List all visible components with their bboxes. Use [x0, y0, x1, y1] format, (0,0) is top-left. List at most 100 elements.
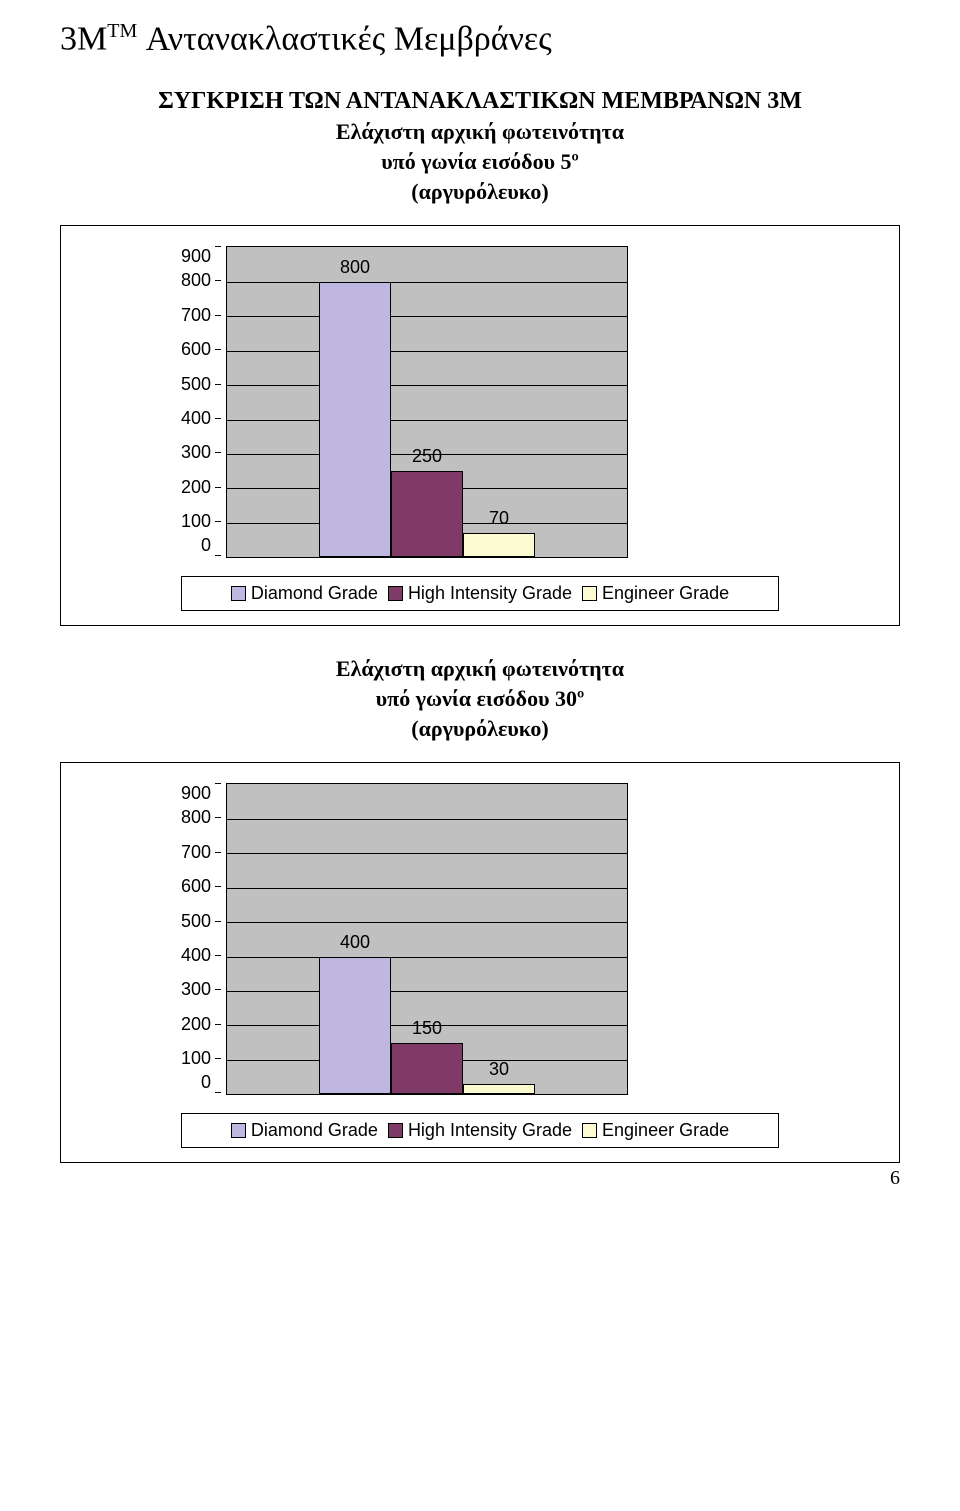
ytick-mark — [215, 452, 221, 453]
section-title: ΣΥΓΚΡΙΣΗ ΤΩΝ ΑΝΤΑΝΑΚΛΑΣΤΙΚΩΝ ΜΕΜΒΡΑΝΩΝ 3… — [60, 88, 900, 115]
swatch-high2 — [388, 1123, 403, 1138]
ytick-label: 200 — [181, 477, 211, 498]
legend-label-high: High Intensity Grade — [408, 583, 572, 604]
ytick: 700 — [181, 835, 221, 869]
ytick-mark — [215, 315, 221, 316]
ytick-mark — [215, 1092, 221, 1093]
ytick-mark — [215, 783, 221, 784]
ytick-label: 600 — [181, 876, 211, 897]
legend-item-high: High Intensity Grade — [388, 583, 572, 604]
chart1-box: 900 800 700 600 500 400 300 200 100 0 80025070 Di… — [60, 225, 900, 626]
ytick: 400 — [181, 938, 221, 972]
chart2-yaxis: 9008007006005004003002001000 — [181, 783, 226, 1093]
ytick-label: 100 — [181, 511, 211, 532]
ytick: 100 — [181, 505, 221, 539]
chart1-plot-outer: 80025070 — [226, 246, 628, 558]
ytick-label: 200 — [181, 1014, 211, 1035]
ytick: 800 — [181, 801, 221, 835]
bars — [227, 784, 627, 1094]
ytick-label: 0 — [201, 535, 211, 556]
ytick-mark — [215, 955, 221, 956]
page: 3MTM Αντανακλαστικές Μεμβράνες ΣΥΓΚΡΙΣΗ … — [0, 0, 960, 1230]
chart1-yaxis: 900 800 700 600 500 400 300 200 100 0 — [181, 246, 226, 556]
swatch-engineer2 — [582, 1123, 597, 1138]
ytick: 800 — [181, 264, 221, 298]
chart2-sub3: (αργυρόλευκο) — [60, 716, 900, 742]
ytick-label: 600 — [181, 339, 211, 360]
chart1-sub1: Ελάχιστη αρχική φωτεινότητα — [60, 119, 900, 145]
ytick: 500 — [181, 904, 221, 938]
ytick-label: 700 — [181, 842, 211, 863]
chart1-sub3: (αργυρόλευκο) — [60, 179, 900, 205]
ytick-mark — [215, 989, 221, 990]
legend-label-engineer: Engineer Grade — [602, 583, 729, 604]
ytick: 600 — [181, 869, 221, 903]
bar — [463, 1084, 535, 1094]
ytick-label: 800 — [181, 807, 211, 828]
ytick-mark — [215, 384, 221, 385]
chart2-plot: 40015030 — [226, 783, 628, 1095]
swatch-diamond — [231, 586, 246, 601]
ytick: 0 — [201, 1076, 221, 1093]
bar — [319, 957, 391, 1095]
ytick: 200 — [181, 470, 221, 504]
legend-item-high2: High Intensity Grade — [388, 1120, 572, 1141]
ytick: 300 — [181, 436, 221, 470]
legend-label-high2: High Intensity Grade — [408, 1120, 572, 1141]
chart2-sub2: υπό γωνία εισόδου 30º — [60, 686, 900, 712]
legend-item-diamond: Diamond Grade — [231, 583, 378, 604]
title-prefix: 3M — [60, 20, 107, 57]
ytick: 900 — [181, 783, 221, 800]
ytick-mark — [215, 246, 221, 247]
swatch-high — [388, 586, 403, 601]
chart1-plot: 80025070 — [226, 246, 628, 558]
title-rest: Αντανακλαστικές Μεμβράνες — [137, 20, 551, 57]
title-sup: TM — [107, 20, 137, 42]
ytick-mark — [215, 921, 221, 922]
ytick: 0 — [201, 539, 221, 556]
chart1-row: 900 800 700 600 500 400 300 200 100 0 80025070 — [181, 246, 779, 558]
legend-label-diamond: Diamond Grade — [251, 583, 378, 604]
ytick-mark — [215, 280, 221, 281]
ytick-mark — [215, 1024, 221, 1025]
ytick-mark — [215, 1058, 221, 1059]
ytick: 900 — [181, 246, 221, 263]
swatch-engineer — [582, 586, 597, 601]
ytick-label: 500 — [181, 374, 211, 395]
ytick-label: 400 — [181, 945, 211, 966]
ytick-mark — [215, 886, 221, 887]
bar — [391, 1043, 463, 1095]
ytick-label: 500 — [181, 911, 211, 932]
legend-item-engineer: Engineer Grade — [582, 583, 729, 604]
legend-item-engineer2: Engineer Grade — [582, 1120, 729, 1141]
ytick: 500 — [181, 367, 221, 401]
chart2-sub1: Ελάχιστη αρχική φωτεινότητα — [60, 656, 900, 682]
ytick-mark — [215, 852, 221, 853]
legend-item-diamond2: Diamond Grade — [231, 1120, 378, 1141]
bar — [391, 471, 463, 557]
legend-label-engineer2: Engineer Grade — [602, 1120, 729, 1141]
ytick-label: 0 — [201, 1072, 211, 1093]
ytick-mark — [215, 817, 221, 818]
chart1-sub2: υπό γωνία εισόδου 5º — [60, 149, 900, 175]
bar — [463, 533, 535, 557]
ytick-label: 300 — [181, 979, 211, 1000]
ytick: 200 — [181, 1007, 221, 1041]
chart2-legend: Diamond Grade High Intensity Grade Engin… — [181, 1113, 779, 1148]
ytick-mark — [215, 418, 221, 419]
ytick: 700 — [181, 298, 221, 332]
ytick: 400 — [181, 401, 221, 435]
ytick-label: 300 — [181, 442, 211, 463]
chart2-row: 9008007006005004003002001000 40015030 — [181, 783, 779, 1095]
ytick-mark — [215, 487, 221, 488]
ytick-label: 800 — [181, 270, 211, 291]
doc-title: 3MTM Αντανακλαστικές Μεμβράνες — [60, 20, 900, 58]
bar — [319, 282, 391, 558]
ytick-label: 400 — [181, 408, 211, 429]
swatch-diamond2 — [231, 1123, 246, 1138]
chart1-legend: Diamond Grade High Intensity Grade Engin… — [181, 576, 779, 611]
ytick-label: 700 — [181, 305, 211, 326]
ytick-mark — [215, 555, 221, 556]
ytick-mark — [215, 521, 221, 522]
chart2-box: 9008007006005004003002001000 40015030 Di… — [60, 762, 900, 1163]
